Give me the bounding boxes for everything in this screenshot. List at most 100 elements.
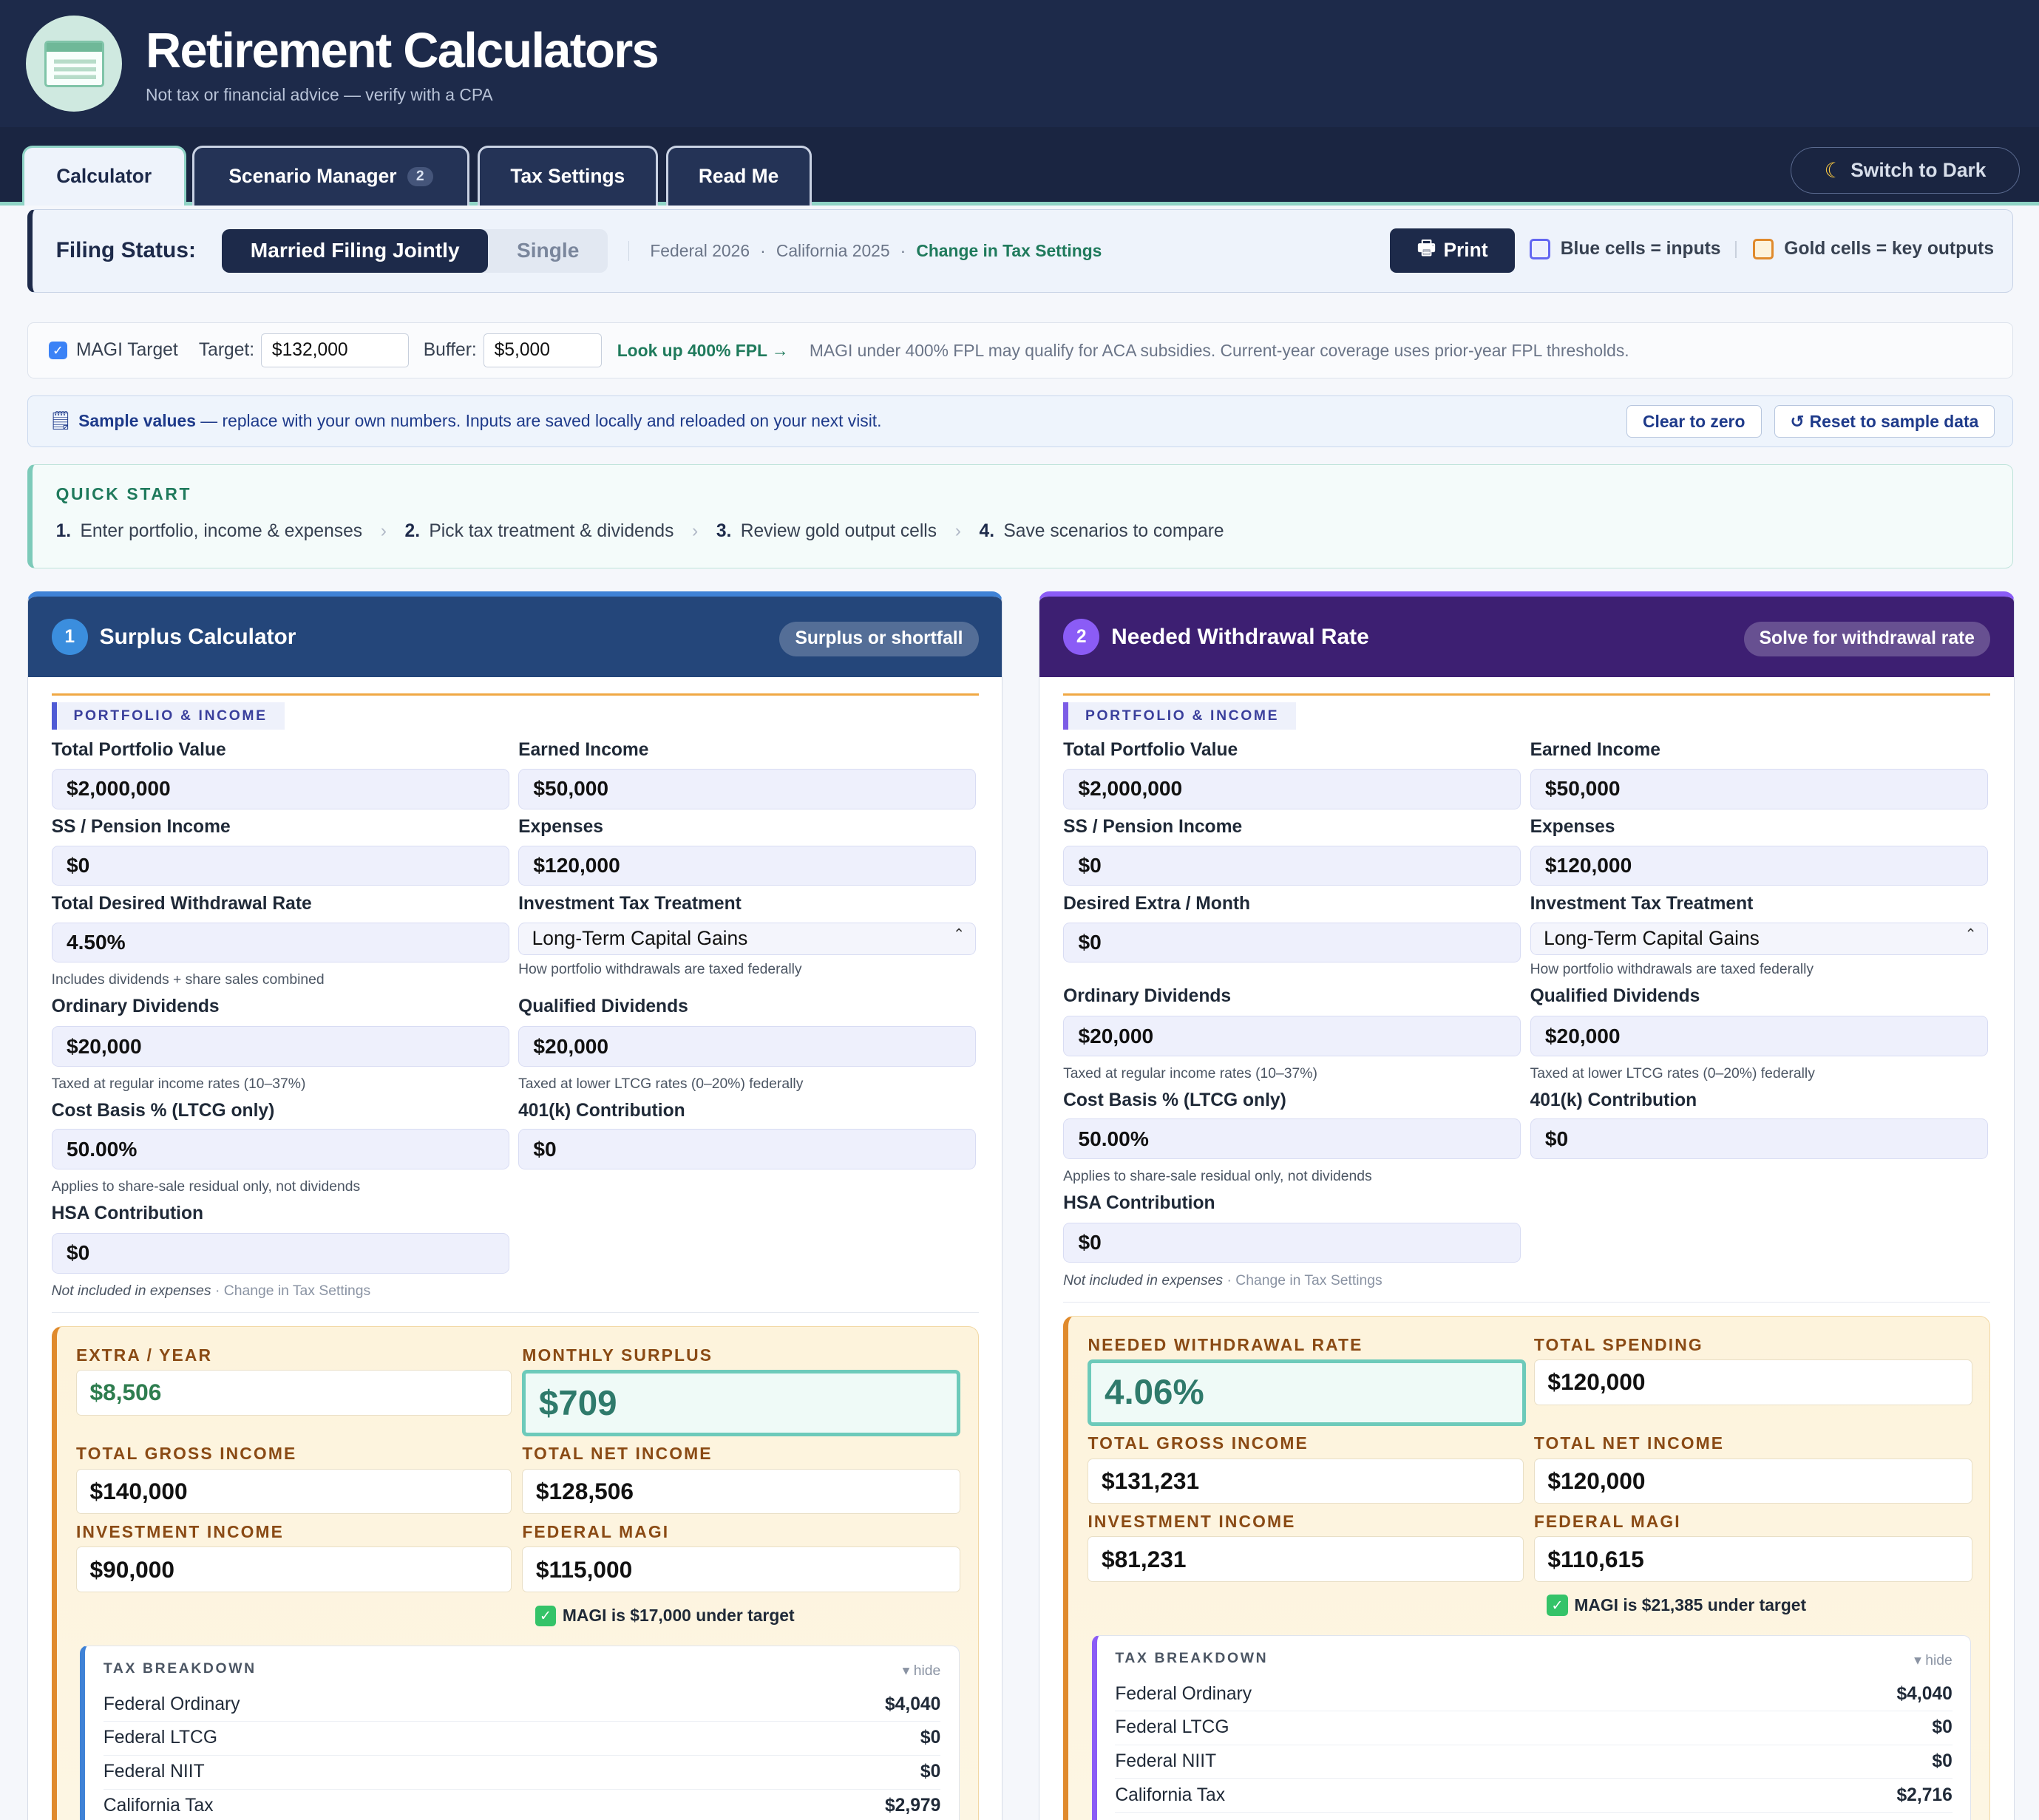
- hide-toggle[interactable]: ▾ hide: [902, 1663, 941, 1680]
- magi-status: ✓ MAGI is $21,385 under target: [1547, 1595, 1806, 1616]
- tax-treatment-select[interactable]: Long-Term Capital Gains: [518, 922, 977, 955]
- expenses-input[interactable]: $120,000: [1530, 845, 1988, 886]
- ordinary-dividends-input[interactable]: $20,000: [1063, 1016, 1521, 1056]
- withdrawal-rate-help: Includes dividends + share sales combine…: [51, 971, 325, 988]
- sample-values-banner: 🗒 Sample values — replace with your own …: [27, 395, 2013, 448]
- cost-basis-input[interactable]: 50.00%: [51, 1129, 509, 1169]
- monthly-surplus-value: $709: [522, 1370, 961, 1436]
- change-tax-settings-link[interactable]: · Change in Tax Settings: [211, 1282, 371, 1299]
- tab-read-me[interactable]: Read Me: [665, 146, 812, 206]
- gross-income-value: $140,000: [75, 1468, 512, 1515]
- buffer-input[interactable]: $5,000: [483, 333, 602, 367]
- panel-mode-pill: Solve for withdrawal rate: [1743, 621, 1991, 657]
- 401k-label: 401(k) Contribution: [518, 1100, 685, 1121]
- dark-toggle-label: Switch to Dark: [1850, 158, 1987, 181]
- gross-income-label: TOTAL GROSS INCOME: [75, 1444, 297, 1464]
- quick-start-step: 2. Pick tax treatment & dividends: [404, 520, 674, 541]
- gross-income-label: TOTAL GROSS INCOME: [1088, 1433, 1309, 1453]
- hsa-label: HSA Contribution: [51, 1203, 204, 1223]
- monthly-surplus-label: MONTHLY SURPLUS: [522, 1345, 713, 1365]
- cost-basis-input[interactable]: 50.00%: [1063, 1118, 1521, 1159]
- earned-income-label: Earned Income: [1530, 740, 1660, 761]
- tab-bar: Calculator Scenario Manager 2 Tax Setting…: [0, 127, 2039, 206]
- ss-pension-input[interactable]: $0: [51, 845, 509, 886]
- tab-scenario-manager[interactable]: Scenario Manager 2: [192, 146, 469, 206]
- qualified-dividends-input[interactable]: $20,000: [518, 1026, 977, 1067]
- tax-row: Federal NIIT $0: [103, 1756, 941, 1790]
- fpl-lookup-link[interactable]: Look up 400% FPL →: [617, 340, 789, 360]
- total-spending-label: TOTAL SPENDING: [1533, 1334, 1703, 1354]
- clear-to-zero-button[interactable]: Clear to zero: [1626, 405, 1762, 438]
- tax-row: California Tax $2,716: [1115, 1779, 1953, 1813]
- blue-swatch-icon: [1529, 238, 1550, 260]
- federal-magi-label: FEDERAL MAGI: [1533, 1511, 1681, 1531]
- tax-row: Federal Ordinary $4,040: [1115, 1677, 1953, 1712]
- target-label: Target:: [198, 340, 255, 361]
- cost-basis-help: Applies to share-sale residual only, not…: [1063, 1168, 1372, 1185]
- tax-row: Federal LTCG $0: [103, 1722, 941, 1756]
- print-button[interactable]: 🖶 Print: [1390, 228, 1516, 273]
- quick-start-step: 3. Review gold output cells: [716, 520, 937, 541]
- filing-status-label: Filing Status:: [55, 238, 196, 263]
- desired-extra-input[interactable]: $0: [1063, 922, 1521, 963]
- app-subtitle: Not tax or financial advice — verify wit…: [145, 84, 493, 104]
- magi-target-bar: ✓ MAGI Target Target: $132,000 Buffer: $…: [27, 322, 2013, 378]
- panel-mode-pill: Surplus or shortfall: [779, 621, 979, 657]
- expenses-input[interactable]: $120,000: [518, 845, 977, 886]
- tax-treatment-label: Investment Tax Treatment: [1530, 893, 1754, 914]
- buffer-label: Buffer:: [423, 340, 477, 361]
- tax-treatment-help: How portfolio withdrawals are taxed fede…: [1530, 961, 1814, 978]
- ordinary-dividends-help: Taxed at regular income rates (10–37%): [51, 1076, 306, 1093]
- ordinary-dividends-label: Ordinary Dividends: [1063, 985, 1232, 1006]
- target-input[interactable]: $132,000: [260, 333, 410, 367]
- qualified-dividends-label: Qualified Dividends: [1530, 985, 1700, 1006]
- needed-rate-label: NEEDED WITHDRAWAL RATE: [1088, 1334, 1363, 1354]
- qualified-dividends-input[interactable]: $20,000: [1530, 1016, 1988, 1056]
- withdrawal-rate-input[interactable]: 4.50%: [51, 922, 509, 963]
- tab-label: Calculator: [56, 165, 152, 188]
- state-year: California 2025: [776, 240, 890, 260]
- reset-sample-data-button[interactable]: ↺ Reset to sample data: [1774, 405, 1995, 438]
- tax-breakdown: TAX BREAKDOWN ▾ hide Federal Ordinary $4,…: [80, 1646, 960, 1820]
- tax-treatment-label: Investment Tax Treatment: [518, 893, 742, 914]
- total-spending-value: $120,000: [1533, 1359, 1972, 1405]
- change-tax-settings-link[interactable]: · Change in Tax Settings: [1223, 1271, 1382, 1288]
- hide-toggle[interactable]: ▾ hide: [1914, 1652, 1953, 1669]
- earned-income-input[interactable]: $50,000: [518, 769, 977, 809]
- change-tax-settings-link[interactable]: Change in Tax Settings: [916, 240, 1102, 260]
- filing-status-toggle: Married Filing Jointly Single: [222, 228, 608, 274]
- cost-basis-help: Applies to share-sale residual only, not…: [51, 1178, 361, 1195]
- tax-treatment-select[interactable]: Long-Term Capital Gains: [1530, 922, 1988, 955]
- tab-tax-settings[interactable]: Tax Settings: [477, 146, 659, 206]
- tax-row: Federal LTCG $0: [1115, 1711, 1953, 1745]
- portfolio-input[interactable]: $2,000,000: [1063, 769, 1521, 809]
- married-filing-jointly-option[interactable]: Married Filing Jointly: [222, 228, 489, 274]
- tax-year-info: Federal 2026 · California 2025 · Change …: [628, 240, 1102, 261]
- surplus-panel-header: 1 Surplus Calculator Surplus or shortfal…: [27, 597, 1002, 678]
- 401k-input[interactable]: $0: [1530, 1118, 1988, 1159]
- 401k-input[interactable]: $0: [518, 1129, 977, 1169]
- legend-blue: Blue cells = inputs: [1529, 238, 1721, 260]
- cost-basis-label: Cost Basis % (LTCG only): [1063, 1090, 1286, 1110]
- investment-income-value: $90,000: [75, 1546, 512, 1592]
- legend-gold-label: Gold cells = key outputs: [1784, 238, 1995, 259]
- portfolio-input[interactable]: $2,000,000: [51, 769, 509, 809]
- quick-start-panel: QUICK START 1. Enter portfolio, income & …: [27, 464, 2013, 568]
- earned-income-input[interactable]: $50,000: [1530, 769, 1988, 809]
- print-label: Print: [1443, 239, 1488, 262]
- tab-calculator[interactable]: Calculator: [21, 146, 186, 206]
- portfolio-label: Total Portfolio Value: [51, 740, 226, 761]
- single-option[interactable]: Single: [516, 239, 580, 262]
- hsa-input[interactable]: $0: [1063, 1222, 1521, 1263]
- qualified-dividends-help: Taxed at lower LTCG rates (0–20%) federa…: [518, 1076, 804, 1093]
- ordinary-dividends-input[interactable]: $20,000: [51, 1026, 509, 1067]
- hsa-input[interactable]: $0: [51, 1233, 509, 1274]
- ss-pension-input[interactable]: $0: [1063, 845, 1521, 886]
- divider: [1063, 1301, 1991, 1303]
- magi-target-checkbox[interactable]: ✓: [49, 341, 67, 360]
- switch-to-dark-button[interactable]: ☾ Switch to Dark: [1791, 146, 2020, 194]
- ordinary-dividends-label: Ordinary Dividends: [51, 996, 220, 1016]
- app-title: Retirement Calculators: [145, 23, 659, 79]
- hsa-label: HSA Contribution: [1063, 1192, 1215, 1213]
- step-separator-icon: ›: [954, 520, 961, 541]
